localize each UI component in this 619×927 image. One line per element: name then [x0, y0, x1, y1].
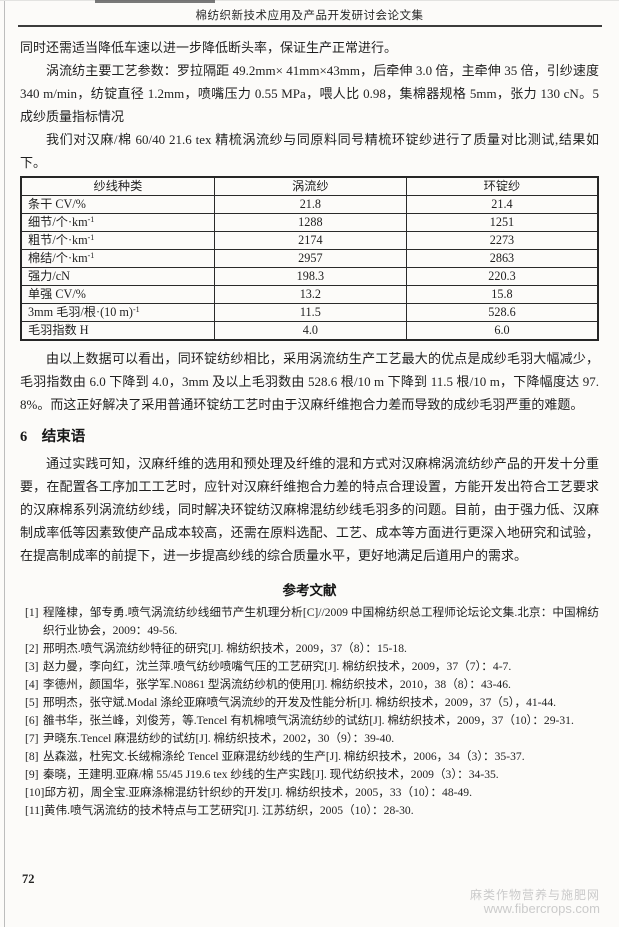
reference-text: 李德州，颜国华，张学军.N0861 型涡流纺纱机的使用[J]. 棉纺织技术，20…: [43, 678, 511, 691]
table-row: 3mm 毛羽/根·(10 m)-1 11.5 528.6: [20, 303, 599, 322]
row-label: 单强 CV/%: [20, 285, 215, 304]
reference-item: [2] 邢明杰.喷气涡流纺纱特征的研究[J]. 棉纺织技术，2009，37（8）：…: [25, 640, 599, 658]
table-row: 粗节/个·km-1 2174 2273: [20, 231, 599, 250]
table-header-cell: 环锭纱: [405, 176, 599, 196]
quality-table: 纱线种类 涡流纱 环锭纱 条干 CV/% 21.8 21.4 细节/个·km-1 1288 1…: [20, 176, 599, 341]
row-label: 棉结/个·km-1: [20, 249, 215, 268]
reference-number: [3]: [25, 660, 39, 673]
table-row: 强力/cN 198.3 220.3: [20, 267, 599, 286]
vortex-value: 13.2: [213, 285, 407, 304]
reference-item: [1] 程隆棣，邹专勇.喷气涡流纺纱线细节产生机理分析[C]//2009 中国棉纺…: [25, 604, 599, 640]
references-heading: 参考文献: [282, 583, 337, 598]
row-label: 强力/cN: [20, 267, 215, 286]
row-label: 粗节/个·km-1: [20, 231, 215, 250]
table-header-cell: 纱线种类: [20, 176, 215, 196]
ring-value: 1251: [405, 213, 599, 232]
ring-value: 21.4: [405, 195, 599, 214]
quality-table-head: 纱线种类 涡流纱 环锭纱: [20, 176, 599, 196]
ring-value: 15.8: [405, 285, 599, 304]
reference-text: 邱方初，周全宝.亚麻涤棉混纺针织纱的开发[J]. 棉纺织技术，2005，33（1…: [44, 786, 472, 799]
reference-item: [4] 李德州，颜国华，张学军.N0861 型涡流纺纱机的使用[J]. 棉纺织技术…: [25, 676, 599, 694]
section-6-heading: 6 结束语: [20, 429, 86, 445]
reference-text: 邢明杰，张守斌.Modal 涤纶亚麻喷气涡流纱的开发及性能分析[J]. 棉纺织技…: [43, 696, 557, 709]
reference-number: [5]: [25, 696, 39, 709]
table-row: 单强 CV/% 13.2 15.8: [20, 285, 599, 304]
ring-value: 220.3: [405, 267, 599, 286]
header-rule: [18, 25, 602, 27]
page-number: 72: [22, 872, 35, 886]
reference-number: [11]: [25, 804, 44, 817]
reference-number: [6]: [25, 714, 39, 727]
table-row: 条干 CV/% 21.8 21.4: [20, 195, 599, 214]
reference-text: 秦晓，王建明.亚麻/棉 55/45 J19.6 tex 纱线的生产实践[J]. …: [43, 768, 499, 781]
ring-value: 2273: [405, 231, 599, 250]
paragraph-process-continuation: 同时还需适当降低车速以进一步降低断头率，保证生产正常进行。: [20, 40, 398, 55]
paragraph-process-parameters: 涡流纺主要工艺参数：罗拉隔距 49.2mm× 41mm×43mm，后牵伸 3.0…: [20, 63, 613, 124]
references-list: [1] 程隆棣，邹专勇.喷气涡流纺纱线细节产生机理分析[C]//2009 中国棉纺…: [20, 604, 599, 820]
watermark-site-name: 麻类作物营养与施肥网: [469, 888, 600, 902]
scan-artifact: [95, 0, 215, 3]
reference-item: [10] 邱方初，周全宝.亚麻涤棉混纺针织纱的开发[J]. 棉纺织技术，2005，…: [25, 784, 599, 802]
superscript: -1: [87, 215, 95, 225]
row-label: 3mm 毛羽/根·(10 m)-1: [20, 303, 215, 322]
vortex-value: 2957: [213, 249, 407, 268]
row-label: 细节/个·km-1: [20, 213, 215, 232]
table-row: 毛羽指数 H 4.0 6.0: [20, 321, 599, 341]
vortex-value: 11.5: [213, 303, 407, 322]
reference-item: [6] 雒书华，张兰峰，刘俊芳，等.Tencel 有机棉喷气涡流纺纱的试纺[J].…: [25, 712, 599, 730]
reference-item: [8] 丛森滋，杜宪文.长绒棉涤纶 Tencel 亚麻混纺纱线的生产[J]. 棉纺…: [25, 748, 599, 766]
scan-top-edge: [0, 0, 619, 1]
paragraph-table-analysis: 由以上数据可以看出，同环锭纺纱相比，采用涡流纺生产工艺最大的优点是成纱毛羽大幅减…: [20, 351, 599, 412]
reference-text: 赵力曼，李向红，沈兰萍.喷气纺纱喷嘴气压的工艺研究[J]. 棉纺织技术，2009…: [43, 660, 512, 673]
paragraph-conclusion: 通过实践可知，汉麻纤维的选用和预处理及纤维的混和方式对汉麻棉涡流纺纱产品的开发十…: [20, 456, 599, 563]
reference-number: [10]: [25, 786, 45, 799]
reference-number: [4]: [25, 678, 39, 691]
row-label: 条干 CV/%: [20, 195, 215, 214]
vortex-value: 4.0: [213, 321, 407, 341]
paragraph-table-intro: 我们对汉麻/棉 60/40 21.6 tex 精梳涡流纱与同原料同号精梳环锭纱进…: [20, 132, 599, 170]
table-header-cell: 涡流纱: [213, 176, 407, 196]
superscript: -1: [87, 233, 95, 243]
watermark-site-url: www.fibercrops.com: [483, 901, 600, 916]
table-header-row: 纱线种类 涡流纱 环锭纱: [20, 176, 599, 196]
vortex-value: 21.8: [213, 195, 407, 214]
reference-item: [11] 黄伟.喷气涡流纺的技术特点与工艺研究[J]. 江苏纺织，2005（10）…: [25, 802, 599, 820]
reference-text: 程隆棣，邹专勇.喷气涡流纺纱线细节产生机理分析[C]//2009 中国棉纺织总工…: [43, 606, 599, 637]
reference-text: 雒书华，张兰峰，刘俊芳，等.Tencel 有机棉喷气涡流纺纱的试纺[J]. 棉纺…: [43, 714, 574, 727]
scan-left-edge: [4, 0, 5, 927]
reference-number: [9]: [25, 768, 39, 781]
ring-value: 528.6: [405, 303, 599, 322]
reference-text: 邢明杰.喷气涡流纺纱特征的研究[J]. 棉纺织技术，2009，37（8）：15-…: [43, 642, 407, 655]
page-content: 同时还需适当降低车速以进一步降低断头率，保证生产正常进行。 涡流纺主要工艺参数：…: [20, 36, 613, 820]
ring-value: 6.0: [405, 321, 599, 341]
reference-item: [7] 尹晓东.Tencel 麻混纺纱的试纺[J]. 棉纺织技术，2002，30（…: [25, 730, 599, 748]
quality-table-body: 条干 CV/% 21.8 21.4 细节/个·km-1 1288 1251 粗节/个·km-…: [20, 195, 599, 341]
reference-item: [9] 秦晓，王建明.亚麻/棉 55/45 J19.6 tex 纱线的生产实践[J…: [25, 766, 599, 784]
vortex-value: 198.3: [213, 267, 407, 286]
reference-number: [1]: [25, 606, 39, 619]
reference-text: 尹晓东.Tencel 麻混纺纱的试纺[J]. 棉纺织技术，2002，30（9）：…: [43, 732, 395, 745]
reference-number: [7]: [25, 732, 39, 745]
vortex-value: 1288: [213, 213, 407, 232]
running-header-title: 棉纺织新技术应用及产品开发研讨会论文集: [195, 10, 424, 22]
table-row: 细节/个·km-1 1288 1251: [20, 213, 599, 232]
superscript: -1: [87, 251, 95, 261]
reference-item: [5] 邢明杰，张守斌.Modal 涤纶亚麻喷气涡流纱的开发及性能分析[J]. 棉…: [25, 694, 599, 712]
reference-number: [8]: [25, 750, 39, 763]
ring-value: 2863: [405, 249, 599, 268]
reference-text: 丛森滋，杜宪文.长绒棉涤纶 Tencel 亚麻混纺纱线的生产[J]. 棉纺织技术…: [43, 750, 525, 763]
vortex-value: 2174: [213, 231, 407, 250]
superscript: -1: [132, 305, 140, 315]
reference-number: [2]: [25, 642, 39, 655]
row-label: 毛羽指数 H: [20, 321, 215, 341]
watermark: 麻类作物营养与施肥网 www.fibercrops.com: [470, 888, 600, 916]
table-row: 棉结/个·km-1 2957 2863: [20, 249, 599, 268]
reference-text: 黄伟.喷气涡流纺的技术特点与工艺研究[J]. 江苏纺织，2005（10）：28-…: [43, 804, 414, 817]
reference-item: [3] 赵力曼，李向红，沈兰萍.喷气纺纱喷嘴气压的工艺研究[J]. 棉纺织技术，2…: [25, 658, 599, 676]
